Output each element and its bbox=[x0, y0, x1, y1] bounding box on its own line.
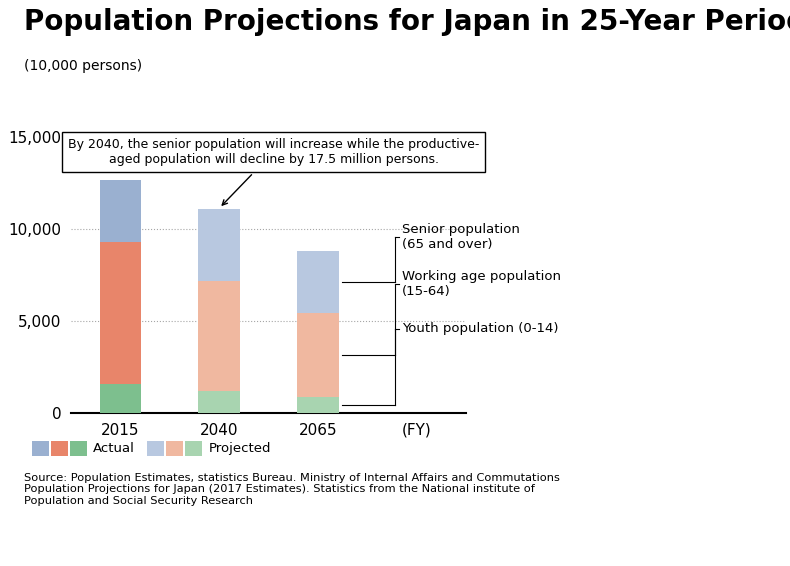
Text: Population Projections for Japan in 25-Year Periods: Population Projections for Japan in 25-Y… bbox=[24, 8, 790, 36]
Text: Senior population
(65 and over): Senior population (65 and over) bbox=[402, 222, 520, 251]
Bar bbox=[297, 251, 339, 314]
Bar bbox=[297, 314, 339, 397]
Bar bbox=[198, 281, 240, 391]
Bar bbox=[100, 384, 141, 413]
Bar bbox=[198, 391, 240, 413]
Text: Projected: Projected bbox=[209, 442, 271, 455]
Text: (10,000 persons): (10,000 persons) bbox=[24, 59, 142, 74]
Text: Source: Population Estimates, statistics Bureau. Ministry of Internal Affairs an: Source: Population Estimates, statistics… bbox=[24, 473, 559, 506]
Bar bbox=[100, 180, 141, 242]
Bar bbox=[297, 397, 339, 413]
Text: By 2040, the senior population will increase while the productive-
aged populati: By 2040, the senior population will incr… bbox=[68, 138, 480, 205]
Bar bbox=[198, 209, 240, 281]
Text: Working age population
(15-64): Working age population (15-64) bbox=[402, 271, 561, 298]
Text: Youth population (0-14): Youth population (0-14) bbox=[402, 322, 559, 335]
Text: Actual: Actual bbox=[93, 442, 135, 455]
Bar bbox=[100, 242, 141, 384]
